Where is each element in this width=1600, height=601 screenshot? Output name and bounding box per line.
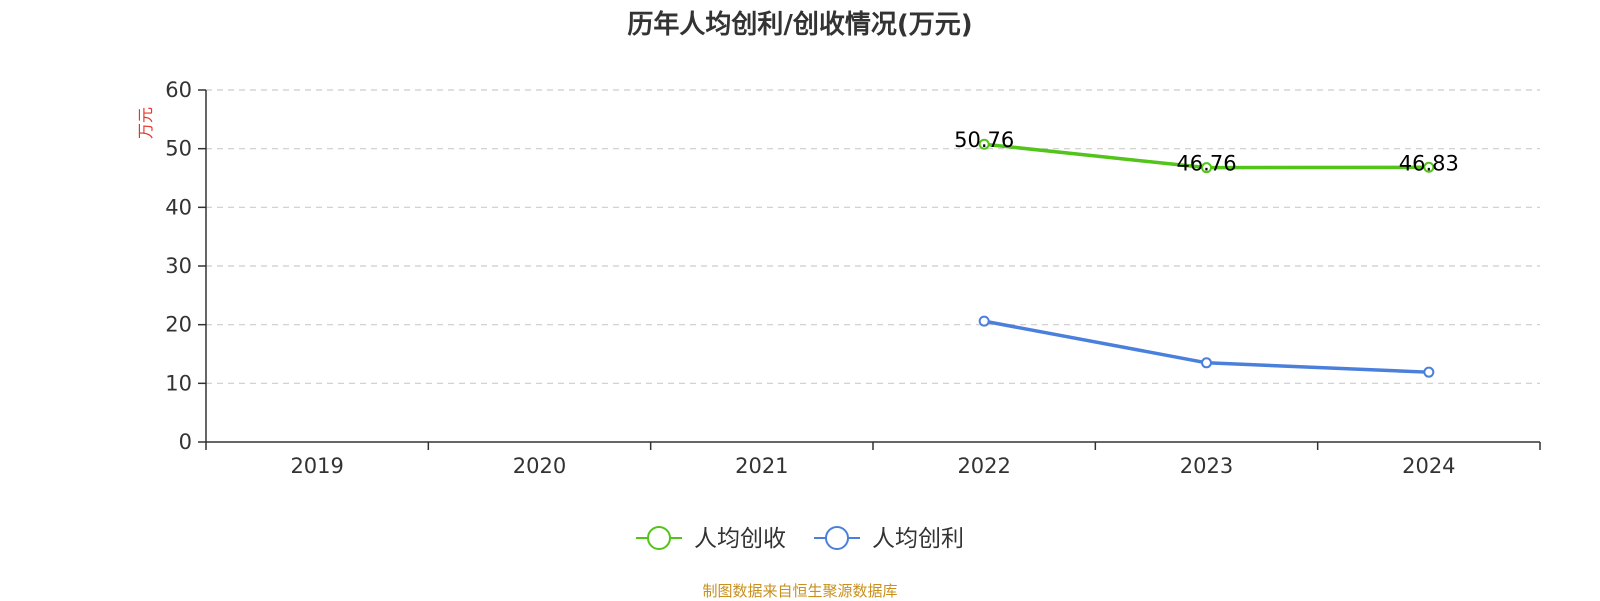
x-tick-label: 2020 (513, 454, 566, 478)
data-label: 50.76 (954, 128, 1014, 152)
x-tick-label: 2024 (1402, 454, 1455, 478)
data-label: 46.76 (1176, 152, 1236, 176)
data-point (978, 138, 990, 150)
x-tick-label: 2021 (735, 454, 788, 478)
x-tick-label: 2019 (290, 454, 343, 478)
legend-marker (825, 526, 849, 550)
y-tick-label: 40 (165, 195, 192, 219)
y-tick-label: 60 (165, 78, 192, 102)
data-point (1201, 162, 1212, 174)
y-tick-label: 20 (165, 313, 192, 337)
data-point (1201, 357, 1212, 369)
data-point (978, 315, 990, 327)
y-tick-label: 30 (165, 254, 192, 278)
data-point (1423, 161, 1435, 173)
y-tick-label: 10 (165, 371, 192, 395)
x-tick-label: 2022 (957, 454, 1010, 478)
data-label: 46.83 (1399, 151, 1459, 175)
y-tick-label: 0 (179, 430, 192, 454)
legend-marker (647, 526, 671, 550)
legend-label: 人均创利 (872, 526, 964, 552)
source-note: 制图数据来自恒生聚源数据库 (702, 582, 898, 600)
chart-title: 历年人均创利/创收情况(万元) (627, 10, 973, 40)
y-axis-label: 万元 (136, 107, 155, 139)
y-tick-label: 50 (165, 137, 192, 161)
x-tick-label: 2023 (1180, 454, 1233, 478)
data-point (1423, 366, 1435, 378)
legend-label: 人均创收 (694, 526, 786, 552)
